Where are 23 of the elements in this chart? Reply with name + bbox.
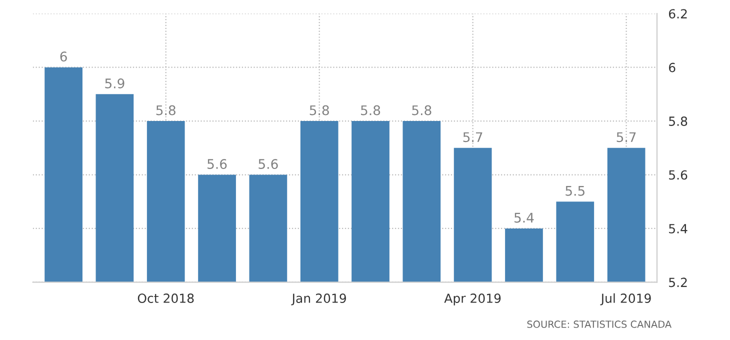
- data-label: 6: [60, 52, 67, 62]
- y-tick-label: 6.2: [668, 9, 687, 19]
- x-tick-label: Apr 2019: [444, 294, 501, 306]
- data-label: 5.8: [156, 105, 176, 116]
- data-label: 5.6: [208, 159, 227, 169]
- x-tick-label: Oct 2018: [138, 294, 194, 303]
- data-label: 5.9: [105, 78, 124, 88]
- data-label: 5.5: [566, 186, 584, 196]
- data-label: 5.8: [361, 105, 380, 116]
- data-label: 5.4: [514, 212, 534, 223]
- y-tick-label: 5.6: [669, 170, 688, 180]
- data-label: 5.8: [310, 105, 329, 116]
- y-tick-label: 5.4: [669, 224, 688, 234]
- data-label: 5.8: [412, 105, 432, 116]
- y-tick-label: 5.2: [669, 278, 687, 288]
- x-tick-label: Jul 2019: [600, 293, 651, 306]
- data-label: 5.6: [258, 159, 278, 169]
- y-tick-label: 5.8: [669, 116, 688, 126]
- x-tick-label: Jan 2019: [291, 294, 346, 306]
- source-note: SOURCE: STATISTICS CANADA: [527, 320, 672, 328]
- data-label: 5.7: [616, 132, 636, 142]
- data-label: 5.7: [463, 132, 482, 142]
- y-tick-label: 6: [668, 62, 676, 72]
